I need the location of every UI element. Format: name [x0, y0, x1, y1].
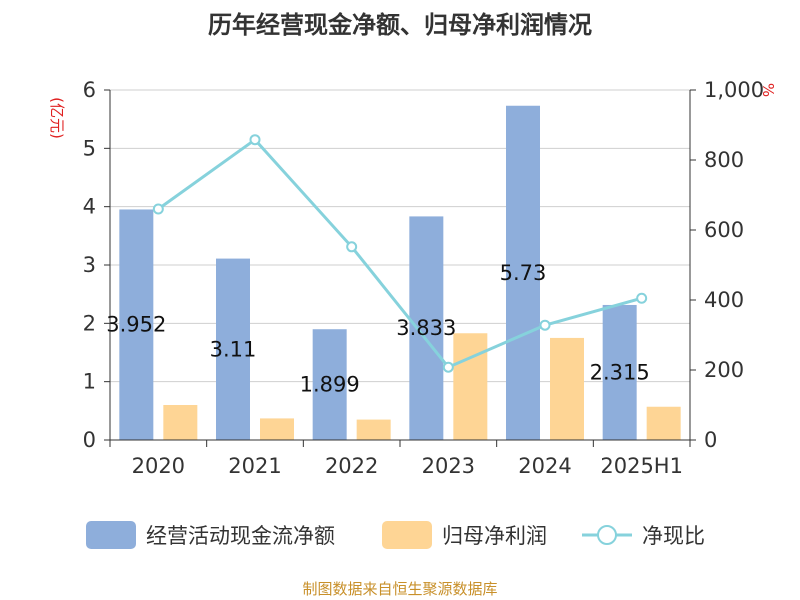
legend-label-cash-ratio: 净现比: [642, 524, 705, 548]
left-axis-tick-label: 1: [83, 370, 96, 394]
cash-flow-data-label: 2.315: [590, 360, 650, 384]
cash-flow-bar: [119, 209, 154, 440]
net-profit-bar: [356, 419, 391, 440]
cash-flow-bar: [409, 216, 444, 440]
x-axis-tick-label: 2023: [422, 454, 475, 478]
cash-ratio-point: [442, 361, 454, 373]
left-axis-tick-label: 3: [83, 253, 96, 277]
legend-swatch-net-profit: [382, 521, 432, 549]
chart-title: 历年经营现金净额、归母净利润情况: [208, 11, 592, 39]
left-axis-tick-label: 6: [83, 78, 96, 102]
right-axis-tick-label: 800: [704, 148, 744, 172]
left-axis-tick-label: 4: [83, 195, 96, 219]
cash-flow-data-label: 3.833: [396, 316, 456, 340]
cash-flow-data-label: 3.11: [210, 337, 257, 361]
right-axis-tick-label: 200: [704, 358, 744, 382]
left-axis-unit: (亿元): [48, 97, 66, 139]
right-axis-tick-label: 400: [704, 288, 744, 312]
source-note: 制图数据来自恒生聚源数据库: [302, 580, 497, 598]
cash-ratio-line: [157, 137, 643, 370]
left-axis-tick-label: 0: [83, 428, 96, 452]
x-axis-tick-label: 2024: [518, 454, 571, 478]
cash-flow-data-label: 1.899: [300, 373, 360, 397]
net-profit-bar: [646, 406, 681, 440]
cash-ratio-point: [346, 241, 358, 253]
cash-ratio-point: [539, 319, 551, 331]
x-axis-tick-label: 2022: [325, 454, 378, 478]
right-axis-tick-label: 600: [704, 218, 744, 242]
legend: 经营活动现金流净额 归母净利润 净现比: [86, 521, 705, 549]
right-axis-tick-label: 0: [704, 428, 717, 452]
cash-ratio-point: [249, 134, 261, 146]
cash-flow-data-label: 5.73: [500, 261, 547, 285]
cash-flow-bar: [506, 105, 540, 440]
net-profit-bar: [550, 337, 584, 440]
left-axis-tick-label: 5: [83, 136, 96, 160]
net-profit-bar: [453, 333, 488, 440]
x-axis-tick-label: 2025H1: [600, 454, 683, 478]
cash-flow-bar: [312, 329, 347, 440]
cash-ratio-point: [636, 292, 648, 304]
net-profit-bar: [260, 418, 294, 440]
net-profit-bar: [163, 405, 198, 440]
legend-label-net-profit: 归母净利润: [442, 524, 547, 548]
x-axis-tick-label: 2021: [228, 454, 281, 478]
right-axis-tick-label: 1,000: [704, 78, 764, 102]
x-axis-tick-label: 2020: [132, 454, 185, 478]
cash-flow-bar: [216, 258, 250, 440]
right-axis-unit: %: [759, 83, 777, 97]
cash-ratio-point: [152, 203, 164, 215]
cash-flow-data-label: 3.952: [106, 313, 166, 337]
cash-flow-bar: [602, 304, 637, 440]
legend-swatch-cash-flow: [86, 521, 136, 549]
legend-marker-cash-ratio: [597, 525, 617, 545]
left-axis-tick-label: 2: [83, 311, 96, 335]
legend-label-cash-flow: 经营活动现金流净额: [146, 524, 335, 548]
